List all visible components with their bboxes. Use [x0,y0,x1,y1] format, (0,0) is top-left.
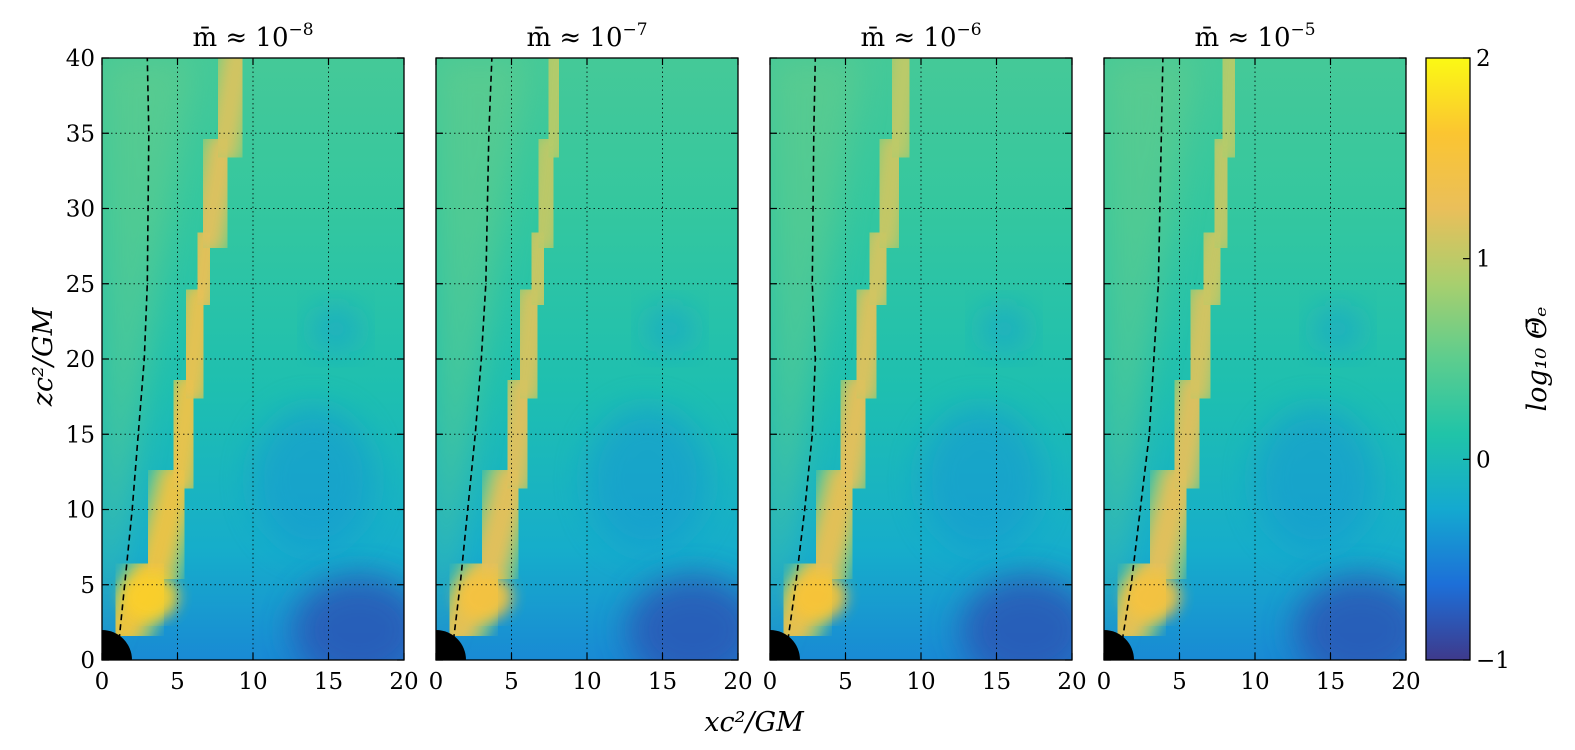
x-axis-label: xc²/GM [704,707,805,738]
panel-title: m̄ ≈ 10−8 [192,20,313,53]
y-tick-label: 0 [80,648,95,674]
panel-title: m̄ ≈ 10−7 [526,20,647,53]
grid [1104,58,1406,660]
x-tick-label: 10 [906,669,935,695]
cool-region [1255,407,1376,552]
panel-title: m̄ ≈ 10−5 [1194,20,1315,53]
ticks: 0 5 10 15 20 [429,57,753,695]
x-tick-label: 15 [982,669,1011,695]
cool-patch [1313,304,1363,353]
jet-core [1210,58,1247,163]
heatmap-field [1104,58,1406,660]
colorbar-label: log₁₀ Θ̄ₑ [1522,307,1553,412]
cold-region [292,575,404,660]
heatmap-field [102,58,404,660]
grid [436,58,738,660]
x-tick-label: 5 [504,669,519,695]
x-tick-label: 15 [1316,669,1345,695]
cold-region [960,575,1072,660]
jet-core [880,58,921,163]
colorbar-frame [1425,57,1471,661]
y-tick-label: 20 [66,347,95,373]
x-tick-label: 10 [238,669,267,695]
cool-region [921,407,1042,552]
y-tick-label: 5 [80,573,95,599]
y-axis-label: zc²/GM [28,306,59,407]
cold-region [626,575,738,660]
colorbar-tick-label: 0 [1476,447,1491,473]
y-tick-label: 15 [66,422,95,448]
y-tick-label: 35 [66,121,95,147]
x-tick-label: 5 [170,669,185,695]
jet-base [790,572,847,621]
panels: 0 5 10 15 20 0 5 10 15 20 25 30 35 40 m̄ ≈ 10−8 0 5 10 15 2… [66,20,1421,695]
cold-region [1294,575,1406,660]
jet-boundary-dashed-line [116,58,150,660]
colorbar-tick-label: 1 [1476,247,1491,273]
cool-patch [311,304,361,353]
colorbar-gradient [1426,58,1470,660]
y-tick-label: 40 [66,46,95,72]
x-tick-label: 0 [1097,669,1112,695]
x-tick-label: 5 [838,669,853,695]
ticks: 0 5 10 15 20 [1097,57,1421,695]
y-tick-label: 10 [66,498,95,524]
jet-core [536,58,572,163]
panel-3: 0 5 10 15 20 m̄ ≈ 10−6 [763,20,1087,695]
colorbar-tick-label: −1 [1476,648,1510,674]
x-tick-label: 20 [1057,669,1086,695]
cool-region [587,407,708,552]
panel-2: 0 5 10 15 20 m̄ ≈ 10−7 [429,20,753,695]
cool-region [253,407,374,552]
panel-1: 0 5 10 15 20 0 5 10 15 20 25 30 35 40 m̄ ≈ 10−8 [66,20,419,695]
jet-base [122,572,179,621]
x-tick-label: 0 [763,669,778,695]
panel-title: m̄ ≈ 10−6 [860,20,981,53]
x-tick-label: 10 [572,669,601,695]
heatmap-field [770,58,1072,660]
x-tick-label: 0 [429,669,444,695]
panel-4: 0 5 10 15 20 m̄ ≈ 10−5 [1097,20,1421,695]
black-hole [102,630,132,660]
jet-boundary-dashed-line [1118,58,1164,660]
cool-patch [979,304,1029,353]
jet-boundary-dashed-line [450,58,493,660]
grid [102,58,404,660]
x-tick-label: 15 [314,669,343,695]
black-hole [436,630,466,660]
y-tick-label: 25 [66,272,95,298]
black-hole [1104,630,1134,660]
x-tick-label: 15 [648,669,677,695]
x-tick-label: 0 [95,669,110,695]
jet-core [208,58,253,163]
heatmap-field [436,58,738,660]
jet-base [456,572,513,621]
x-tick-label: 20 [389,669,418,695]
black-hole [770,630,800,660]
y-tick-label: 30 [66,197,95,223]
grid [770,58,1072,660]
jet-base [1124,572,1181,621]
ticks: 0 5 10 15 20 0 5 10 15 20 25 30 35 40 [66,46,419,695]
x-tick-label: 5 [1172,669,1187,695]
colorbar: −1 0 1 2 log₁₀ Θ̄ₑ [1425,46,1553,674]
colorbar-tick-label: 2 [1476,46,1491,72]
x-tick-label: 20 [723,669,752,695]
x-tick-label: 10 [1240,669,1269,695]
ticks: 0 5 10 15 20 [763,57,1087,695]
jet-boundary-dashed-line [784,58,817,660]
x-tick-label: 20 [1391,669,1420,695]
cool-patch [645,304,695,353]
